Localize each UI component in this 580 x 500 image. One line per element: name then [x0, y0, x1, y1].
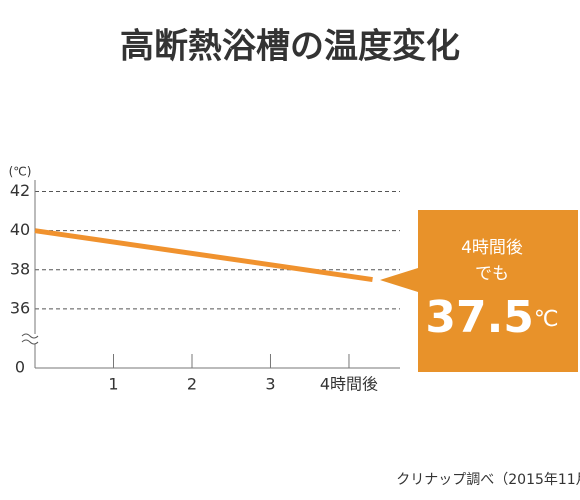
axis-break-gap — [23, 334, 47, 344]
x-tick-label: 4時間後 — [320, 375, 378, 394]
y-tick-label: 0 — [15, 358, 25, 377]
y-tick-label: 36 — [10, 298, 30, 317]
source: クリナップ調べ（2015年11月） — [396, 472, 580, 488]
x-tick-label: 1 — [108, 375, 118, 394]
callout-text: 4時間後 — [461, 238, 523, 258]
y-tick-label: 40 — [10, 220, 30, 239]
x-tick-label: 3 — [265, 375, 275, 394]
callout-value: 37.5℃ — [425, 292, 558, 343]
callout-box — [380, 210, 578, 372]
chart-title: 高断熱浴槽の温度変化 — [120, 27, 460, 67]
x-tick-label: 2 — [187, 375, 197, 394]
y-tick-label: 42 — [10, 181, 30, 200]
line — [34, 228, 373, 283]
y-unit: (℃) — [9, 165, 32, 179]
callout-number: 37.5 — [425, 292, 534, 343]
y-tick-label: 38 — [10, 259, 30, 278]
callout-text: でも — [475, 264, 509, 284]
callout-unit: ℃ — [534, 307, 559, 332]
axis-break — [21, 333, 39, 345]
